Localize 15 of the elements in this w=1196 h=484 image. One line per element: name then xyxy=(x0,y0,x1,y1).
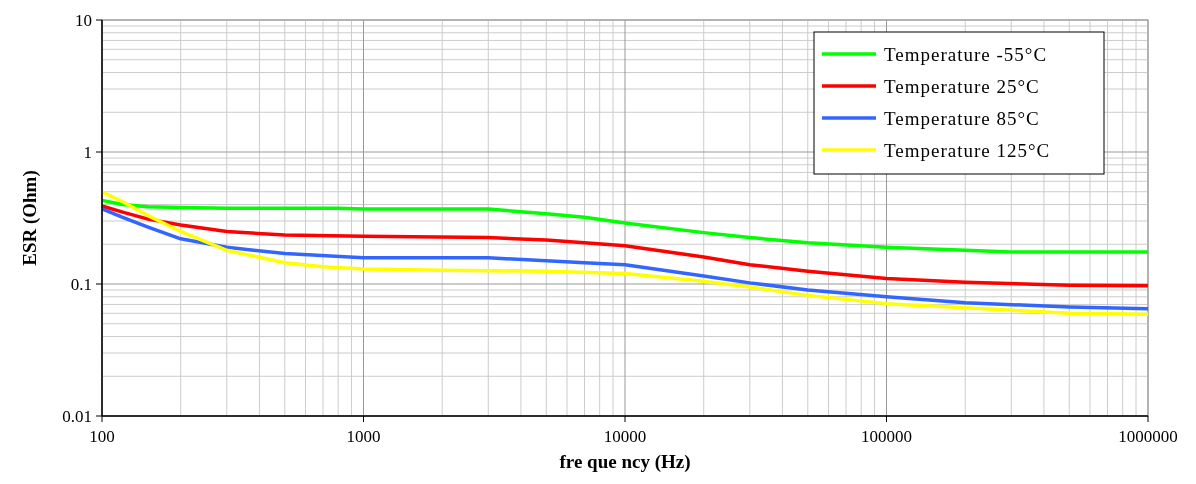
y-tick-label: 1 xyxy=(83,143,92,162)
legend-label: Temperature 85°C xyxy=(884,108,1040,129)
legend-label: Temperature 125°C xyxy=(884,140,1051,161)
x-tick-label: 1000000 xyxy=(1118,427,1178,446)
legend-label: Temperature 25°C xyxy=(884,76,1040,97)
y-tick-label: 0.1 xyxy=(70,275,92,294)
x-tick-label: 100 xyxy=(89,427,115,446)
y-tick-label: 0.01 xyxy=(62,407,92,426)
y-axis-title: ESR (Ohm) xyxy=(19,170,41,266)
y-tick-label: 10 xyxy=(75,11,92,30)
x-tick-label: 1000 xyxy=(346,427,381,446)
legend-label: Temperature -55°C xyxy=(884,44,1048,65)
x-tick-label: 10000 xyxy=(603,427,647,446)
x-axis-title: fre que ncy (Hz) xyxy=(559,451,691,473)
x-tick-label: 100000 xyxy=(861,427,912,446)
